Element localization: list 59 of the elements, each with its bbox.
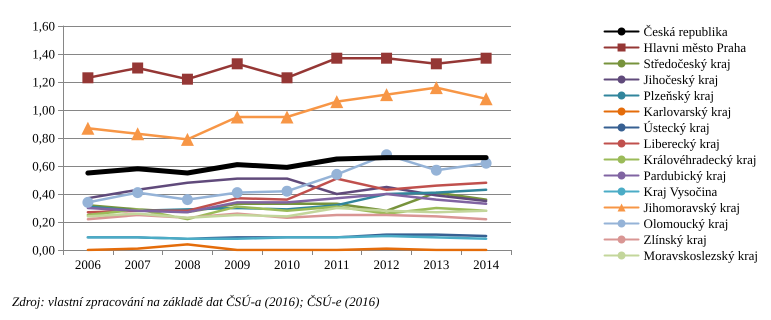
text: Zdroj: vlastní zpracování na základě dat ČSÚ-a (2016); ČSÚ-e (2016) xyxy=(12,294,380,309)
legend-label: Pardubický kraj xyxy=(644,168,726,183)
x-tick-label: 2010 xyxy=(274,257,300,272)
x-tick-label: 2011 xyxy=(324,257,350,272)
y-tick-label: 0,60 xyxy=(32,158,55,174)
legend-label: Jihočeský kraj xyxy=(644,72,718,87)
legend-label: Zlínský kraj xyxy=(644,232,707,247)
point xyxy=(81,122,94,135)
legend-label: Plzeňský kraj xyxy=(644,88,714,103)
legend-label: Kraj Vysočina xyxy=(644,184,718,199)
point xyxy=(430,164,442,176)
x-tick-label: 2008 xyxy=(174,257,200,272)
y-tick-label: 0,40 xyxy=(32,186,55,202)
point xyxy=(180,132,194,146)
x-tick-label: 2013 xyxy=(423,257,450,272)
legend-label: Královéhradecký kraj xyxy=(644,152,757,167)
point xyxy=(380,88,394,102)
point xyxy=(430,81,443,94)
point xyxy=(430,58,442,70)
point xyxy=(381,52,392,64)
y-tick-label: 1,60 xyxy=(32,18,55,34)
legend-label: Liberecký kraj xyxy=(644,136,720,151)
x-tick-label: 2007 xyxy=(124,257,152,272)
point xyxy=(232,187,243,198)
x-tick-label: 2009 xyxy=(224,257,250,272)
point xyxy=(330,95,344,108)
point xyxy=(480,52,492,64)
y-tick-label: 1,00 xyxy=(32,102,55,118)
point xyxy=(230,110,244,124)
x-tick-label: 2006 xyxy=(74,257,102,272)
point xyxy=(82,72,94,84)
point xyxy=(480,92,493,106)
legend-label: Ústecký kraj xyxy=(644,120,710,135)
y-tick-label: 1,20 xyxy=(32,74,55,90)
legend-label: Olomoucký kraj xyxy=(644,216,728,231)
point xyxy=(331,52,342,64)
y-tick-label: 0,80 xyxy=(32,130,55,146)
point xyxy=(82,196,94,208)
point xyxy=(132,62,144,74)
legend-label: Moravskoslezský kraj xyxy=(644,248,758,263)
legend-label: Středočeský kraj xyxy=(644,56,731,71)
point xyxy=(280,110,294,124)
x-tick-label: 2012 xyxy=(374,257,400,272)
x-tick-label: 2014 xyxy=(473,257,500,272)
point xyxy=(282,72,292,84)
point xyxy=(232,58,243,70)
point xyxy=(182,194,193,206)
point xyxy=(132,187,144,198)
legend-label: Česká republika xyxy=(644,24,728,39)
point xyxy=(331,168,342,180)
legend-label: Jihomoravský kraj xyxy=(644,200,740,215)
point xyxy=(131,127,144,140)
legend-label: Hlavni město Praha xyxy=(644,40,746,55)
point xyxy=(282,186,292,197)
point xyxy=(182,74,193,85)
y-tick-label: 0,00 xyxy=(32,242,55,258)
y-tick-label: 0,20 xyxy=(32,214,55,230)
y-tick-label: 1,40 xyxy=(32,46,55,62)
legend-label: Karlovarský kraj xyxy=(644,104,732,119)
